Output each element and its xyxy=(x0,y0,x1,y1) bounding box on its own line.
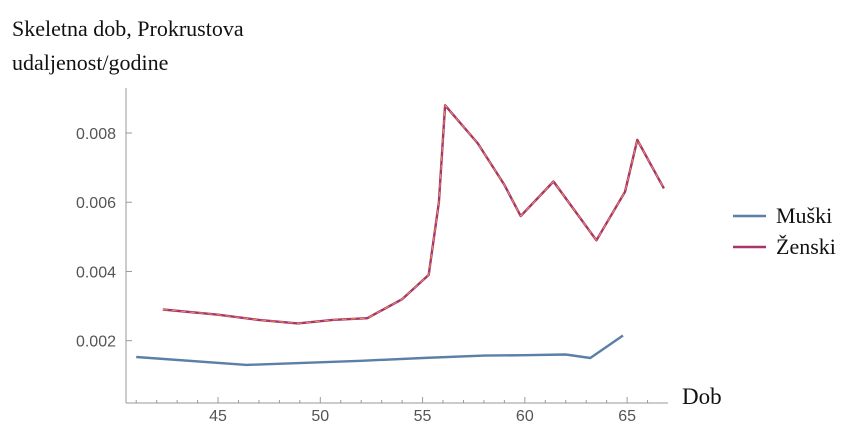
x-tick-label: 50 xyxy=(311,408,329,421)
x-tick-label: 65 xyxy=(618,408,636,421)
legend-label-muski: Muški xyxy=(776,203,832,228)
series-lines xyxy=(136,104,665,367)
series-line-zenski xyxy=(162,104,665,325)
y-tick-label: 0.004 xyxy=(76,264,116,281)
legend-label-zenski: Ženski xyxy=(776,234,836,259)
x-tick-label: 55 xyxy=(414,408,432,421)
series-line-muski xyxy=(136,334,624,367)
y-axis-label-line-2: udaljenost/godine xyxy=(12,50,168,75)
x-tick-label: 45 xyxy=(209,408,227,421)
y-tick-label: 0.002 xyxy=(76,334,116,351)
x-axis-ticks: 45 50 55 60 65 xyxy=(135,397,649,421)
y-tick-label: 0.008 xyxy=(76,126,116,143)
legend: Muški Ženski xyxy=(733,203,836,259)
x-axis-label: Dob xyxy=(682,384,722,409)
y-tick-label: 0.006 xyxy=(76,195,116,212)
x-tick-label: 60 xyxy=(516,408,534,421)
y-axis-ticks: 0.002 0.004 0.006 0.008 xyxy=(76,126,132,351)
y-axis-label: Skeletna dob, Prokrustova udaljenost/god… xyxy=(12,16,244,75)
series-line-zenski-highlight xyxy=(162,104,665,324)
y-axis-label-line-1: Skeletna dob, Prokrustova xyxy=(12,16,244,41)
